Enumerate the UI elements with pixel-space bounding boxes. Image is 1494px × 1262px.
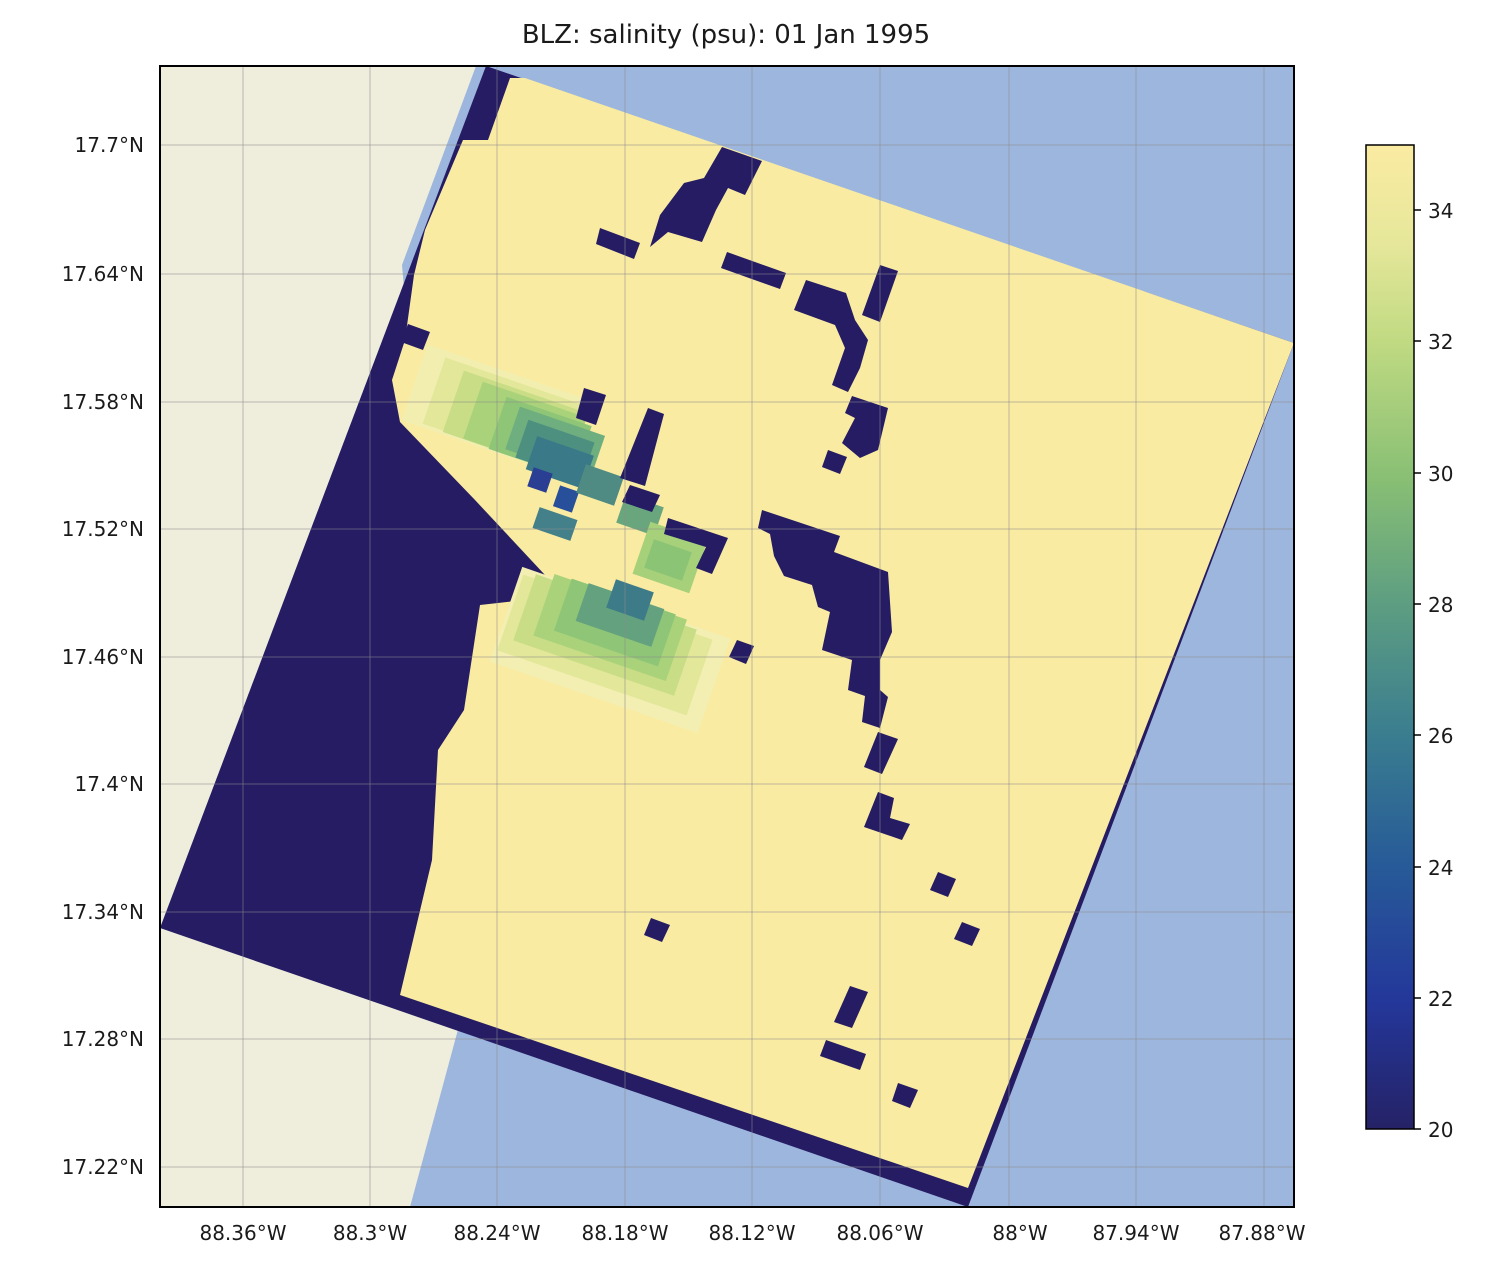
lon-tick-label: 88.3°W (333, 1221, 408, 1245)
lat-tick-label: 17.4°N (75, 772, 145, 796)
colorbar-tick-label: 20 (1428, 1118, 1453, 1142)
lon-tick-label: 88.24°W (453, 1221, 540, 1245)
lat-tick-label: 17.28°N (62, 1027, 144, 1051)
colorbar-tick-label: 26 (1428, 724, 1453, 748)
lon-tick-label: 88.18°W (581, 1221, 668, 1245)
colorbar-tick-label: 22 (1428, 987, 1453, 1011)
lat-tick-label: 17.58°N (62, 390, 144, 414)
colorbar-gradient (1365, 144, 1415, 1130)
colorbar-tick-label: 34 (1428, 199, 1453, 223)
lon-tick-label: 88.12°W (708, 1221, 795, 1245)
colorbar-tick-label: 30 (1428, 462, 1453, 486)
lon-tick-label: 87.88°W (1218, 1221, 1305, 1245)
colorbar-tick-label: 32 (1428, 330, 1453, 354)
lat-tick-label: 17.52°N (62, 517, 144, 541)
map-area (160, 66, 1294, 1207)
lat-tick-label: 17.22°N (62, 1155, 144, 1179)
colorbar-tick-label: 24 (1428, 856, 1453, 880)
lon-tick-label: 87.94°W (1092, 1221, 1179, 1245)
lat-tick-label: 17.64°N (62, 262, 144, 286)
map-title: BLZ: salinity (psu): 01 Jan 1995 (521, 20, 931, 50)
low-salinity-plume (401, 344, 731, 734)
longitude-tick-labels: 88.36°W 88.3°W 88.24°W 88.18°W 88.12°W 8… (199, 1221, 1305, 1245)
lon-tick-label: 88°W (992, 1221, 1047, 1245)
lat-tick-label: 17.34°N (62, 900, 144, 924)
map-frame (159, 65, 1295, 1208)
lon-tick-label: 88.36°W (199, 1221, 286, 1245)
map-gridlines (160, 66, 1294, 1207)
lat-tick-label: 17.7°N (75, 133, 145, 157)
latitude-tick-labels: 17.7°N 17.64°N 17.58°N 17.52°N 17.46°N 1… (62, 133, 144, 1179)
colorbar-tick-label: 28 (1428, 593, 1453, 617)
lon-tick-label: 88.06°W (836, 1221, 923, 1245)
colorbar: 20 22 24 26 28 30 32 34 (1365, 144, 1453, 1142)
lat-tick-label: 17.46°N (62, 645, 144, 669)
